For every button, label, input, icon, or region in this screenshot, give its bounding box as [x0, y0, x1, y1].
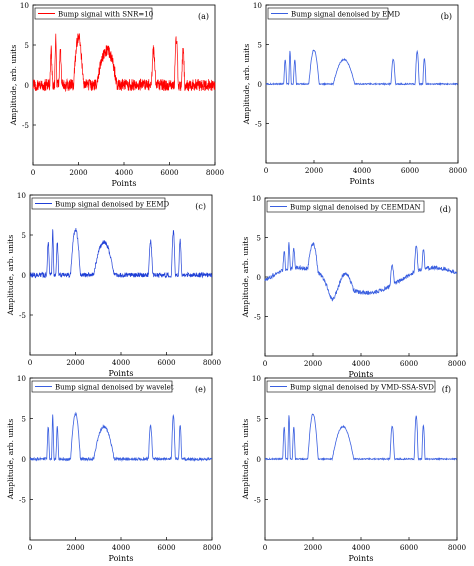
x-axis-label: Points — [350, 177, 375, 186]
x-tick-label: 8000 — [203, 543, 222, 552]
legend-label: Bump signal with SNR=10 — [58, 10, 153, 18]
y-tick-label: 0 — [21, 271, 26, 280]
x-axis-label: Points — [349, 370, 374, 379]
x-tick-label: 8000 — [206, 168, 225, 177]
series-line — [264, 242, 458, 302]
x-tick-label: 0 — [263, 359, 268, 368]
y-tick-label: 10 — [252, 374, 262, 383]
x-tick-label: 2000 — [304, 543, 323, 552]
legend-box — [266, 200, 425, 213]
x-tick-label: 2000 — [66, 543, 85, 552]
y-tick-label: 5 — [256, 415, 261, 424]
x-tick-label: 6000 — [157, 543, 176, 552]
y-axis-label: Amplitude, arb. units — [241, 419, 250, 501]
x-axis-label: Points — [112, 179, 137, 188]
panel-tag: (a) — [198, 12, 209, 21]
y-tick-label: -5 — [254, 313, 261, 322]
y-tick-label: 5 — [24, 41, 29, 50]
y-axis-label: Amplitude, arb. units — [6, 235, 15, 317]
series-line — [29, 411, 213, 462]
legend-box — [267, 7, 389, 20]
x-tick-label: 4000 — [352, 543, 371, 552]
panel-tag: (e) — [195, 385, 206, 394]
series-line — [265, 49, 459, 87]
y-axis-label: Amplitude, arb. units — [241, 237, 250, 319]
axes-frame — [264, 197, 458, 357]
panel-d: 10 5 0 -5 0 2000 4000 6000 8000 Points Amplitude, … — [241, 194, 467, 379]
x-tick-label: 8000 — [448, 543, 467, 552]
legend-box — [31, 197, 166, 210]
x-tick-label: 6000 — [160, 168, 179, 177]
panel-tag: (d) — [440, 205, 451, 214]
x-axis-label: Points — [109, 554, 134, 563]
legend-label: Bump signal denoised by wavelet — [55, 383, 174, 391]
series-line — [264, 413, 458, 462]
y-tick-label: 5 — [256, 234, 261, 243]
panel-f: 10 5 0 -5 0 2000 4000 6000 8000 Points Amplitude, … — [241, 374, 467, 563]
x-tick-label: 4000 — [115, 168, 134, 177]
y-tick-label: 10 — [20, 1, 30, 10]
y-tick-label: 10 — [252, 194, 262, 203]
legend-box — [34, 7, 153, 20]
x-tick-label: 2000 — [66, 358, 85, 367]
panel-e: 10 5 0 -5 0 2000 4000 6000 8000 Points Amplitude, … — [6, 374, 222, 563]
y-axis-label: Amplitude, arb. units — [6, 419, 15, 501]
y-tick-label: 10 — [17, 191, 27, 200]
x-tick-label: 0 — [31, 168, 36, 177]
y-tick-label: -5 — [22, 121, 29, 130]
x-tick-label: 0 — [28, 358, 33, 367]
y-tick-label: 5 — [257, 41, 262, 50]
y-tick-label: 5 — [21, 231, 26, 240]
legend-label: Bump signal denoised by EEMD — [55, 200, 170, 208]
x-tick-label: 8000 — [448, 359, 467, 368]
x-tick-label: 0 — [264, 166, 269, 175]
y-tick-label: -5 — [19, 496, 26, 505]
x-tick-label: 4000 — [112, 543, 131, 552]
panel-c: 10 5 0 -5 0 2000 4000 6000 8000 Points Amplitude, … — [6, 191, 222, 378]
x-tick-label: 8000 — [449, 166, 468, 175]
legend-label: Bump signal denoised by CEEMDAN — [290, 203, 421, 211]
legend-box — [31, 380, 173, 393]
y-tick-label: 10 — [253, 1, 263, 10]
y-tick-label: 5 — [21, 415, 26, 424]
x-tick-label: 2000 — [304, 359, 323, 368]
y-tick-label: 0 — [24, 81, 29, 90]
x-tick-label: 4000 — [353, 166, 372, 175]
x-tick-label: 0 — [28, 543, 33, 552]
y-tick-label: -5 — [255, 120, 262, 129]
y-tick-label: 0 — [21, 455, 26, 464]
y-axis-label: Amplitude, arb. units — [9, 45, 18, 127]
legend-label: Bump signal denoised by EMD — [291, 10, 400, 18]
x-tick-label: 6000 — [401, 166, 420, 175]
legend-label: Bump signal denoised by VMD-SSA-SVD — [290, 383, 434, 391]
panel-b: 10 5 0 -5 0 2000 4000 6000 8000 Points Amplitude, … — [242, 1, 468, 186]
x-tick-label: 4000 — [112, 358, 131, 367]
x-tick-label: 6000 — [400, 359, 419, 368]
panel-tag: (b) — [441, 12, 452, 21]
panel-tag: (c) — [195, 202, 206, 211]
x-tick-label: 0 — [263, 543, 268, 552]
x-tick-label: 2000 — [69, 168, 88, 177]
x-tick-label: 6000 — [400, 543, 419, 552]
y-axis-label: Amplitude, arb. units — [242, 44, 251, 126]
y-tick-label: 0 — [257, 80, 262, 89]
x-tick-label: 8000 — [203, 358, 222, 367]
y-tick-label: 10 — [17, 374, 27, 383]
y-tick-label: 0 — [256, 455, 261, 464]
x-tick-label: 2000 — [305, 166, 324, 175]
y-tick-label: 0 — [256, 273, 261, 282]
x-axis-label: Points — [109, 369, 134, 378]
x-tick-label: 4000 — [352, 359, 371, 368]
y-tick-label: -5 — [254, 496, 261, 505]
series-line — [32, 33, 216, 93]
legend-box — [266, 380, 436, 393]
y-tick-label: -5 — [19, 311, 26, 320]
series-line — [29, 227, 213, 279]
x-axis-label: Points — [349, 554, 374, 563]
x-tick-label: 6000 — [157, 358, 176, 367]
panel-tag: (f) — [442, 385, 451, 394]
panel-a: 10 5 0 -5 0 2000 4000 6000 8000 Points Amplitude, … — [9, 1, 225, 188]
